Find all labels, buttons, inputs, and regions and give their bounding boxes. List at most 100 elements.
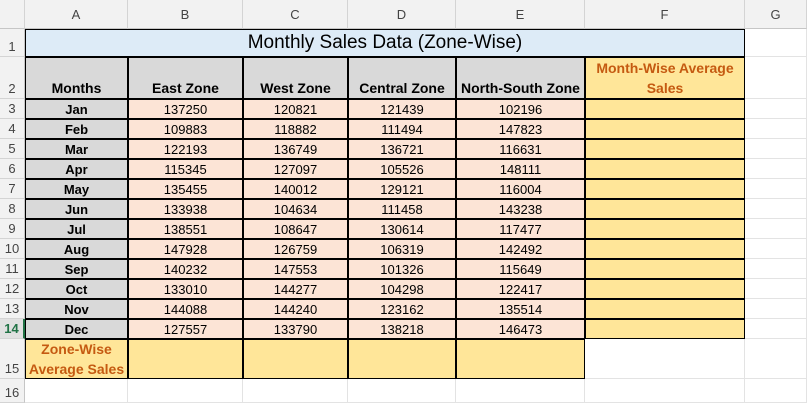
grid-cell[interactable] [745, 339, 807, 379]
sales-value-cell[interactable]: 116631 [456, 139, 585, 159]
sales-value-cell[interactable]: 136721 [348, 139, 456, 159]
sales-value-cell[interactable]: 106319 [348, 239, 456, 259]
month-label[interactable]: Apr [25, 159, 128, 179]
sales-value-cell[interactable]: 147823 [456, 119, 585, 139]
month-label[interactable]: Sep [25, 259, 128, 279]
grid-cell[interactable] [745, 279, 807, 299]
grid-cell[interactable] [745, 57, 807, 99]
sales-value-cell[interactable]: 148111 [456, 159, 585, 179]
zone-average-cell[interactable] [128, 339, 243, 379]
sales-value-cell[interactable]: 101326 [348, 259, 456, 279]
grid-cell[interactable] [745, 259, 807, 279]
sales-value-cell[interactable]: 104634 [243, 199, 348, 219]
column-header-f[interactable]: F [585, 0, 745, 29]
month-label[interactable]: Jun [25, 199, 128, 219]
month-label[interactable]: Jan [25, 99, 128, 119]
grid-cell[interactable] [585, 379, 745, 403]
month-label[interactable]: Jul [25, 219, 128, 239]
month-average-cell[interactable] [585, 299, 745, 319]
grid-cell[interactable] [585, 339, 745, 379]
month-average-cell[interactable] [585, 139, 745, 159]
sales-value-cell[interactable]: 115345 [128, 159, 243, 179]
sheet-title[interactable]: Monthly Sales Data (Zone-Wise) [25, 29, 745, 57]
sales-value-cell[interactable]: 138218 [348, 319, 456, 339]
sales-value-cell[interactable]: 129121 [348, 179, 456, 199]
zone-header[interactable]: East Zone [128, 57, 243, 99]
row-header-6[interactable]: 6 [0, 159, 25, 179]
sales-value-cell[interactable]: 121439 [348, 99, 456, 119]
row-header-1[interactable]: 1 [0, 29, 25, 57]
column-header-e[interactable]: E [456, 0, 585, 29]
month-label[interactable]: Feb [25, 119, 128, 139]
row-header-7[interactable]: 7 [0, 179, 25, 199]
sales-value-cell[interactable]: 140012 [243, 179, 348, 199]
row-header-9[interactable]: 9 [0, 219, 25, 239]
zone-header[interactable]: North-South Zone [456, 57, 585, 99]
sales-value-cell[interactable]: 144277 [243, 279, 348, 299]
grid-cell[interactable] [745, 299, 807, 319]
sales-value-cell[interactable]: 118882 [243, 119, 348, 139]
grid-cell[interactable] [348, 379, 456, 403]
row-header-11[interactable]: 11 [0, 259, 25, 279]
grid-cell[interactable] [745, 139, 807, 159]
grid-cell[interactable] [456, 379, 585, 403]
month-average-cell[interactable] [585, 119, 745, 139]
zone-average-cell[interactable] [456, 339, 585, 379]
sales-value-cell[interactable]: 135455 [128, 179, 243, 199]
month-label[interactable]: Dec [25, 319, 128, 339]
month-average-cell[interactable] [585, 179, 745, 199]
grid-cell[interactable] [745, 29, 807, 57]
column-header-c[interactable]: C [243, 0, 348, 29]
zone-header[interactable]: Central Zone [348, 57, 456, 99]
sales-value-cell[interactable]: 111494 [348, 119, 456, 139]
months-header[interactable]: Months [25, 57, 128, 99]
row-header-8[interactable]: 8 [0, 199, 25, 219]
grid-cell[interactable] [25, 379, 128, 403]
column-header-a[interactable]: A [25, 0, 128, 29]
month-average-cell[interactable] [585, 219, 745, 239]
zone-header[interactable]: West Zone [243, 57, 348, 99]
sales-value-cell[interactable]: 136749 [243, 139, 348, 159]
month-average-cell[interactable] [585, 319, 745, 339]
zone-average-cell[interactable] [348, 339, 456, 379]
sales-value-cell[interactable]: 109883 [128, 119, 243, 139]
month-label[interactable]: Nov [25, 299, 128, 319]
grid-cell[interactable] [243, 379, 348, 403]
grid-cell[interactable] [745, 99, 807, 119]
sales-value-cell[interactable]: 126759 [243, 239, 348, 259]
sales-value-cell[interactable]: 138551 [128, 219, 243, 239]
grid-cell[interactable] [745, 379, 807, 403]
grid-cell[interactable] [745, 199, 807, 219]
sales-value-cell[interactable]: 105526 [348, 159, 456, 179]
row-header-4[interactable]: 4 [0, 119, 25, 139]
row-header-12[interactable]: 12 [0, 279, 25, 299]
row-header-14[interactable]: 14 [0, 319, 25, 339]
grid-cell[interactable] [745, 179, 807, 199]
grid-cell[interactable] [745, 159, 807, 179]
month-label[interactable]: Oct [25, 279, 128, 299]
sales-value-cell[interactable]: 147553 [243, 259, 348, 279]
sales-value-cell[interactable]: 116004 [456, 179, 585, 199]
sales-value-cell[interactable]: 140232 [128, 259, 243, 279]
row-header-5[interactable]: 5 [0, 139, 25, 159]
row-header-15[interactable]: 15 [0, 339, 25, 379]
month-average-cell[interactable] [585, 239, 745, 259]
row-header-13[interactable]: 13 [0, 299, 25, 319]
sales-value-cell[interactable]: 144240 [243, 299, 348, 319]
sales-value-cell[interactable]: 133938 [128, 199, 243, 219]
sales-value-cell[interactable]: 122193 [128, 139, 243, 159]
month-label[interactable]: Mar [25, 139, 128, 159]
zone-wise-average-header[interactable]: Zone-Wise Average Sales [25, 339, 128, 379]
grid-cell[interactable] [745, 119, 807, 139]
sales-value-cell[interactable]: 108647 [243, 219, 348, 239]
sales-value-cell[interactable]: 133790 [243, 319, 348, 339]
column-header-d[interactable]: D [348, 0, 456, 29]
sales-value-cell[interactable]: 146473 [456, 319, 585, 339]
grid-cell[interactable] [745, 239, 807, 259]
row-header-2[interactable]: 2 [0, 57, 25, 99]
month-average-cell[interactable] [585, 199, 745, 219]
select-all-corner[interactable] [0, 0, 25, 29]
sales-value-cell[interactable]: 104298 [348, 279, 456, 299]
sales-value-cell[interactable]: 122417 [456, 279, 585, 299]
